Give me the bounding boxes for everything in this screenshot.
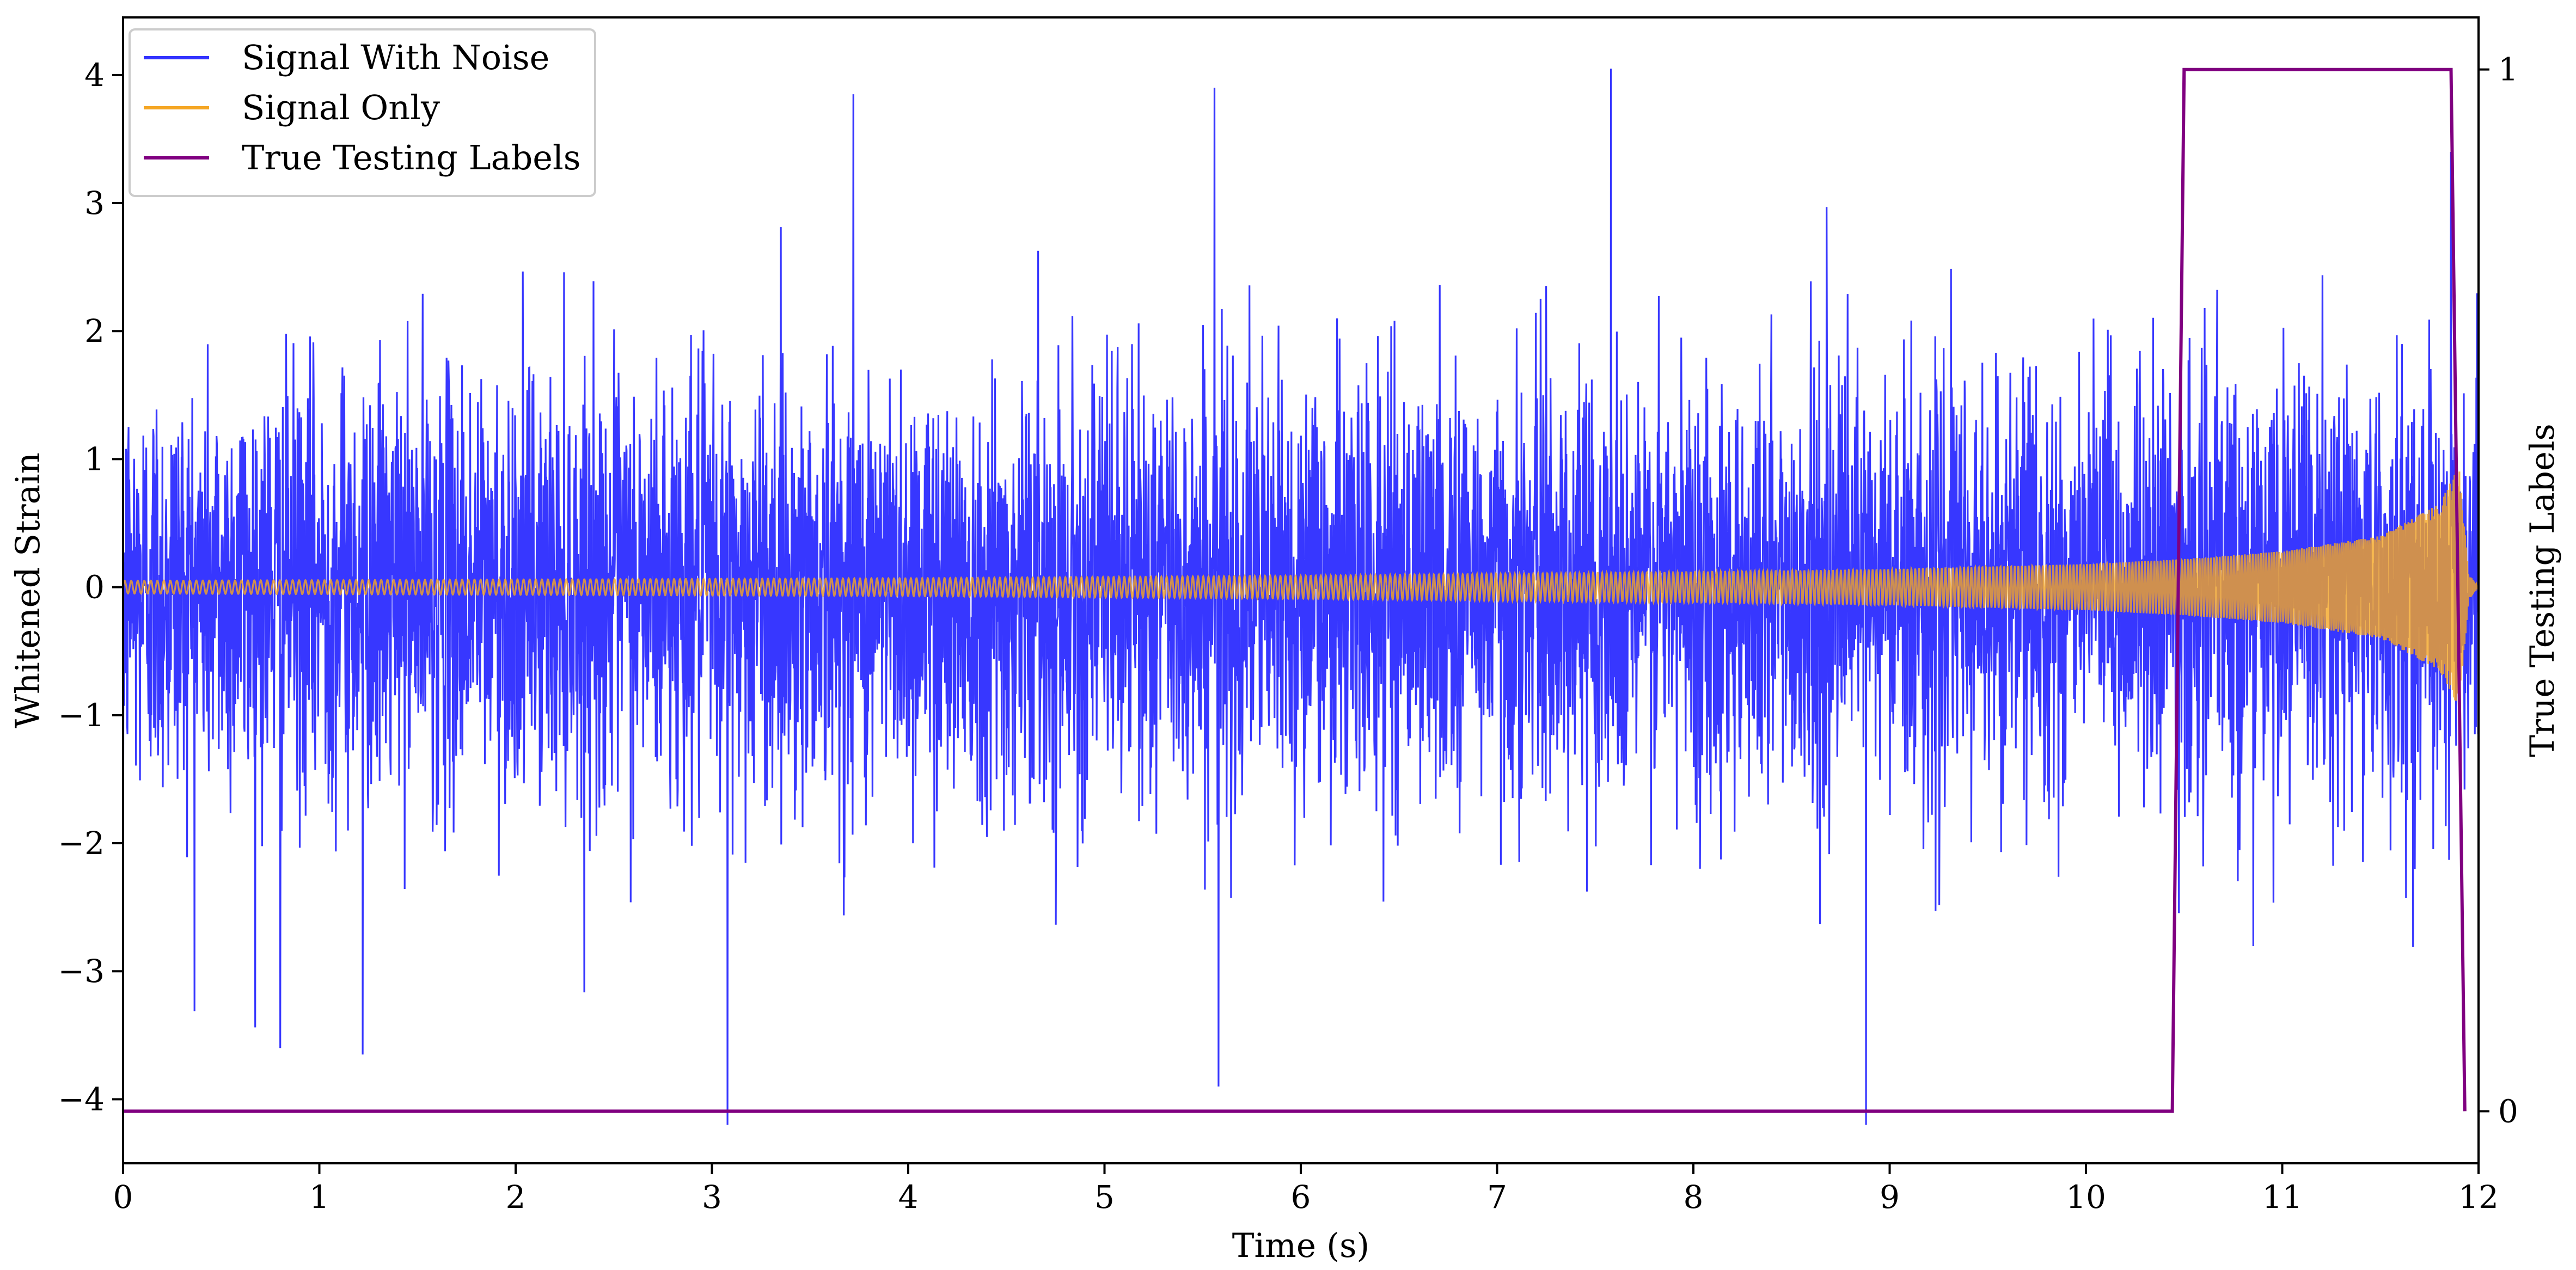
y-axis-right: 01	[2479, 51, 2518, 1130]
y-axis-label: Whitened Strain	[9, 452, 47, 728]
legend-label: True Testing Labels	[242, 138, 581, 177]
x-tick-label: 12	[2458, 1179, 2499, 1216]
y-tick-label: −3	[58, 953, 105, 990]
x-tick-label: 1	[309, 1179, 329, 1216]
y2-axis-label: True Testing Labels	[2523, 424, 2562, 757]
legend-label: Signal With Noise	[242, 38, 549, 77]
y2-tick-label: 0	[2498, 1093, 2518, 1130]
x-tick-label: 8	[1684, 1179, 1704, 1216]
x-tick-label: 5	[1094, 1179, 1115, 1216]
line-true-testing-labels	[123, 68, 2467, 1113]
x-tick-label: 9	[1880, 1179, 1900, 1216]
legend-box	[129, 28, 596, 197]
y-tick-label: 3	[84, 185, 105, 222]
plot-area	[122, 16, 2480, 1164]
y-tick-label: −2	[58, 825, 105, 862]
x-tick-label: 0	[113, 1179, 133, 1216]
x-tick-label: 6	[1291, 1179, 1311, 1216]
y-axis-left: −4 −3 −2 −1 0 1 2 3 4	[58, 57, 123, 1118]
series-true-testing-labels	[123, 68, 2467, 1113]
y-tick-label: −4	[58, 1081, 105, 1118]
legend: Signal With Noise Signal Only True Testing…	[129, 28, 596, 197]
x-axis-label: Time (s)	[1232, 1226, 1369, 1265]
y-tick-label: 2	[84, 312, 105, 349]
y-tick-label: 1	[84, 440, 105, 477]
y-tick-label: 0	[84, 569, 105, 606]
y-tick-label: 4	[84, 57, 105, 94]
x-tick-label: 4	[898, 1179, 919, 1216]
x-tick-label: 11	[2262, 1179, 2303, 1216]
line-signal-only	[123, 471, 2479, 704]
y2-tick-label: 1	[2498, 51, 2518, 88]
legend-entry: Signal Only	[144, 88, 440, 127]
legend-entry: Signal With Noise	[144, 38, 549, 77]
x-tick-label: 2	[506, 1179, 526, 1216]
legend-label: Signal Only	[242, 88, 440, 127]
legend-entry: True Testing Labels	[144, 138, 581, 177]
series-signal-only	[123, 471, 2479, 704]
x-tick-label: 10	[2066, 1179, 2106, 1216]
x-tick-label: 3	[702, 1179, 722, 1216]
y-tick-label: −1	[58, 697, 105, 734]
x-tick-label: 7	[1487, 1179, 1507, 1216]
x-axis: 0 1 2 3 4 5 6 7 8 9 10 11 12	[113, 1163, 2499, 1216]
